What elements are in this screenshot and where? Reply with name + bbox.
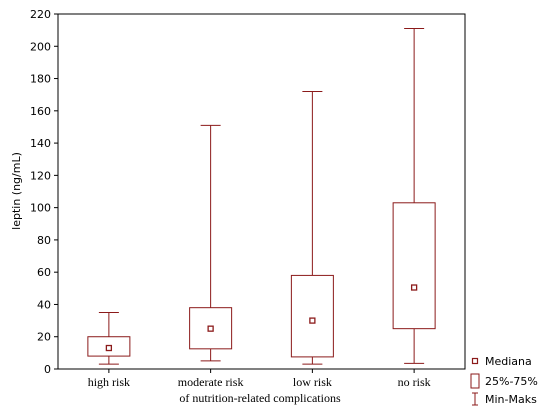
box-group xyxy=(290,90,334,365)
y-tick-label: 180 xyxy=(30,73,51,86)
x-axis: high risk moderate risk low risk no risk xyxy=(88,369,431,389)
y-tick-label: 0 xyxy=(44,363,51,376)
x-tick-label: low risk xyxy=(293,375,332,389)
x-tick-label: no risk xyxy=(398,375,431,389)
iqr-box xyxy=(290,274,334,358)
y-axis: 0 20 40 60 80 100 120 140 160 180 200 220 xyxy=(30,8,58,376)
median-marker xyxy=(309,317,316,324)
legend-label: Mediana xyxy=(485,355,532,368)
legend-median-symbol xyxy=(471,357,479,365)
x-tick-label: moderate risk xyxy=(178,375,244,389)
box-group xyxy=(392,28,436,364)
y-tick-label: 20 xyxy=(37,331,51,344)
x-tick-label: high risk xyxy=(88,375,130,389)
y-tick-label: 140 xyxy=(30,137,51,150)
y-axis-title: leptin (ng/mL) xyxy=(10,152,23,230)
y-tick-label: 200 xyxy=(30,40,51,53)
y-tick-label: 60 xyxy=(37,266,51,279)
median-marker xyxy=(105,344,113,352)
iqr-box xyxy=(189,307,233,350)
iqr-box xyxy=(392,202,436,330)
median-marker xyxy=(410,284,418,291)
plot-frame xyxy=(57,13,466,370)
y-tick-label: 80 xyxy=(37,234,51,247)
box-group xyxy=(189,124,233,362)
y-tick-label: 120 xyxy=(30,169,51,182)
y-tick-label: 40 xyxy=(37,298,51,311)
legend: Mediana 25%-75% Min-Maks xyxy=(470,355,538,406)
legend-box-symbol xyxy=(470,373,480,389)
median-marker xyxy=(207,325,214,332)
x-axis-title: of nutrition-related complications xyxy=(179,391,341,405)
iqr-box xyxy=(87,336,131,357)
y-tick-label: 220 xyxy=(30,8,51,21)
y-tick-label: 160 xyxy=(30,105,51,118)
legend-label: 25%-75% xyxy=(485,375,538,388)
legend-label: Min-Maks xyxy=(485,393,537,406)
y-tick-label: 100 xyxy=(30,202,51,215)
box-group xyxy=(87,312,131,365)
box-series xyxy=(87,28,436,365)
